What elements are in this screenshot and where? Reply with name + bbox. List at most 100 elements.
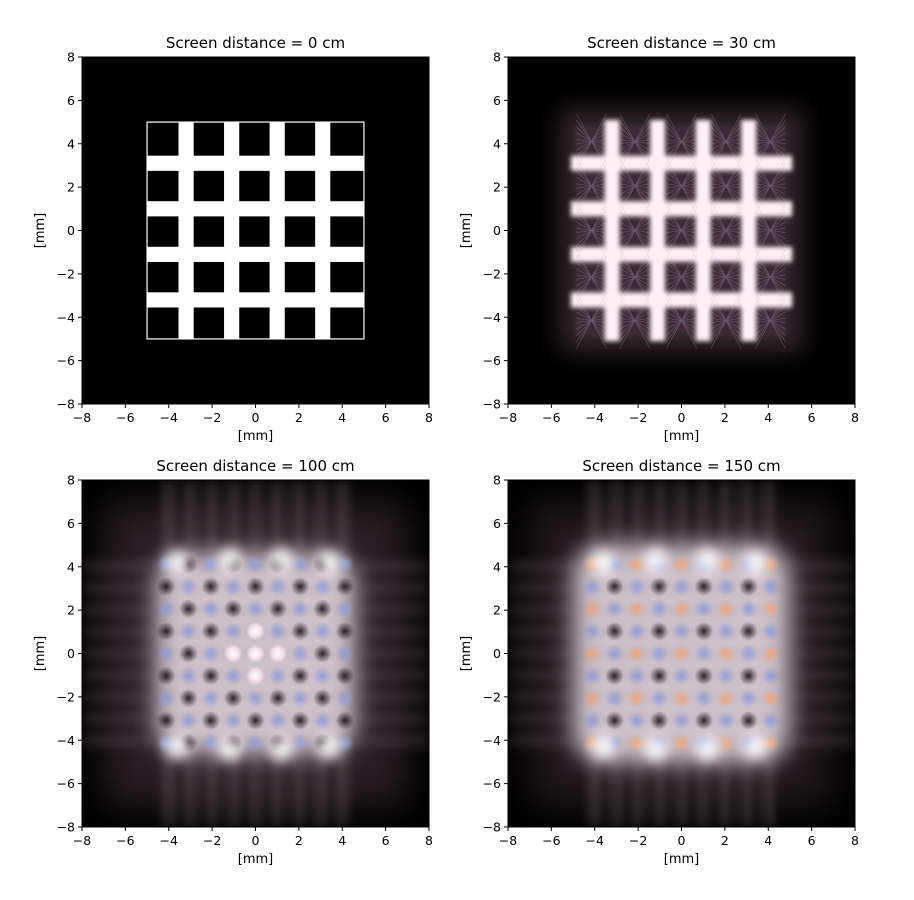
- fringe-line: [710, 274, 742, 280]
- edge-highlight: [165, 550, 190, 575]
- x-tick-label: 6: [808, 410, 816, 425]
- fringe-line: [576, 126, 607, 157]
- diffraction-spot: [649, 621, 669, 641]
- diffraction-spot: [246, 711, 265, 730]
- diffraction-spot: [179, 599, 198, 619]
- fringe-line: [710, 113, 742, 170]
- x-tick-label: 4: [338, 410, 346, 425]
- diffraction-spot: [627, 688, 647, 708]
- y-axis-label: [mm]: [459, 213, 474, 248]
- fringe-line: [666, 311, 697, 330]
- fringe-line: [666, 261, 697, 293]
- fringe-line: [619, 183, 651, 189]
- fringe-line: [576, 311, 607, 330]
- fringe-line: [710, 248, 742, 306]
- diffraction-spot: [672, 621, 691, 641]
- fringe-line: [755, 274, 786, 280]
- diffraction-spot: [290, 733, 310, 753]
- fringe-line: [666, 113, 697, 170]
- fringe-line: [576, 202, 607, 259]
- diffraction-spot: [761, 666, 781, 686]
- fringe-line: [710, 292, 742, 349]
- diffraction-spot: [716, 644, 736, 663]
- aperture-horizontal-bar: [147, 201, 364, 217]
- fringe-line: [576, 132, 607, 151]
- fringe-cell: [754, 214, 787, 247]
- fringe-line: [576, 228, 607, 233]
- fringe-cell: [665, 260, 698, 294]
- diffraction-spot: [649, 644, 669, 663]
- fringe-line: [666, 318, 697, 323]
- fringe-line: [755, 268, 786, 287]
- x-tick-label: −4: [586, 410, 604, 425]
- y-tick-label: −2: [483, 689, 501, 704]
- diffraction-spot: [223, 711, 243, 730]
- diffraction-spot: [761, 621, 781, 641]
- x-tick-label: −6: [542, 410, 560, 425]
- fringe-line: [710, 268, 742, 287]
- fringe-line: [710, 208, 742, 253]
- fringe-line: [710, 228, 742, 233]
- fringe-line: [754, 255, 786, 299]
- fringe-line: [755, 183, 786, 189]
- diffraction-spot: [694, 688, 714, 708]
- fringe-cell: [575, 304, 608, 337]
- fringe-line: [666, 255, 697, 299]
- fringe-line: [619, 228, 651, 233]
- fringe-line: [710, 261, 742, 293]
- bright-horizontal-band: [570, 246, 793, 262]
- chart-title: Screen distance = 30 cm: [587, 34, 776, 52]
- y-tick-label: 0: [493, 646, 501, 661]
- fringe-line: [576, 208, 607, 253]
- fringe-line: [576, 261, 607, 293]
- diffraction-spot: [156, 577, 176, 596]
- fringe-line: [710, 183, 742, 189]
- diffraction-spot: [201, 577, 221, 596]
- diffraction-spot: [335, 577, 355, 596]
- diffraction-spot: [156, 599, 176, 619]
- x-tick-label: 6: [808, 833, 816, 848]
- diffraction-spot: [223, 644, 243, 663]
- diffraction-spot: [290, 599, 310, 619]
- fringe-line: [755, 139, 786, 145]
- fringe-line: [666, 208, 697, 253]
- diffraction-spot: [290, 711, 310, 730]
- y-tick-label: −6: [57, 353, 75, 368]
- y-tick-label: 8: [493, 473, 501, 488]
- x-tick-label: 4: [338, 833, 346, 848]
- bright-vertical-band: [695, 119, 711, 342]
- fringe-line: [619, 305, 651, 336]
- edge-highlight: [643, 736, 668, 761]
- aperture-vertical-bar: [224, 122, 240, 339]
- fringe-cell: [709, 169, 743, 203]
- chart-title: Screen distance = 150 cm: [582, 457, 780, 475]
- diffraction-spot: [739, 666, 758, 686]
- diffraction-spot: [694, 621, 714, 641]
- fringe-line: [755, 305, 786, 336]
- y-tick-label: −8: [57, 397, 75, 412]
- diffraction-spot: [179, 644, 198, 663]
- fringe-line: [754, 292, 786, 349]
- edge-highlight: [269, 736, 294, 761]
- diffraction-spot: [179, 666, 198, 686]
- x-tick-label: 4: [764, 410, 772, 425]
- diffraction-spot: [627, 711, 647, 730]
- diffraction-spot: [605, 577, 624, 596]
- y-tick-label: −8: [483, 397, 501, 412]
- fringe-line: [710, 126, 742, 157]
- bright-horizontal-band: [570, 292, 793, 308]
- fringe-line: [619, 202, 651, 259]
- fringe-line: [666, 215, 697, 246]
- y-tick-label: −8: [57, 820, 75, 835]
- fringe-line: [755, 305, 786, 336]
- diffraction-spot: [716, 666, 736, 686]
- x-tick-label: 2: [295, 833, 303, 848]
- fringe-line: [755, 274, 786, 280]
- fringe-line: [576, 113, 607, 170]
- fringe-line: [619, 202, 651, 259]
- fringe-line: [576, 274, 607, 280]
- diffraction-spot: [246, 599, 265, 619]
- diffraction-spot: [290, 666, 310, 686]
- fringe-line: [619, 215, 651, 246]
- fringe-line: [619, 157, 651, 215]
